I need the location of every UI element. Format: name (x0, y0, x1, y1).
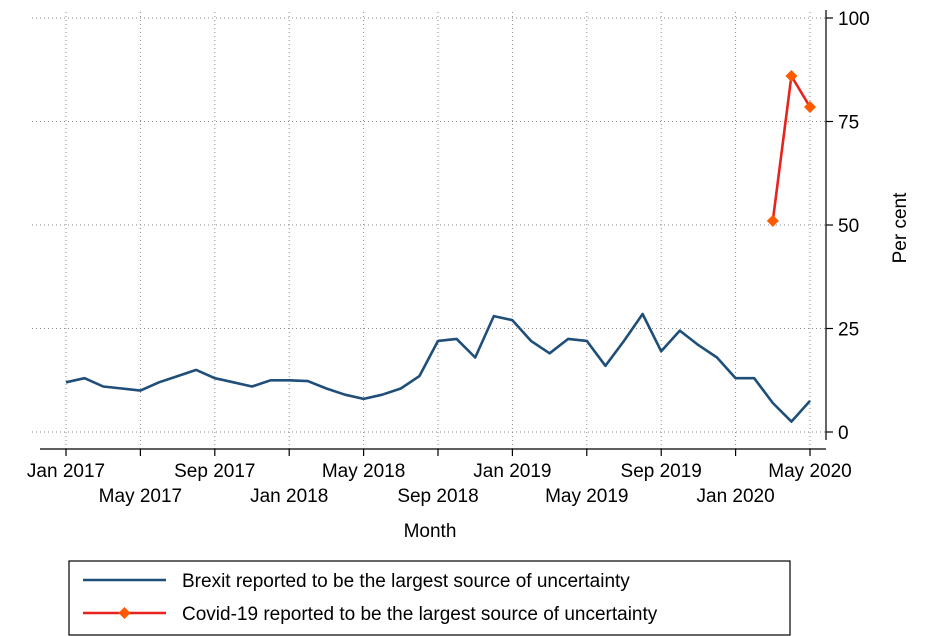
series-layer (65, 69, 816, 423)
x-tick-label: May 2019 (545, 486, 628, 507)
x-tick-label: May 2020 (768, 461, 851, 482)
x-tick-label: Sep 2018 (397, 486, 478, 507)
y-tick-label: 0 (838, 423, 849, 444)
x-tick-label: Jan 2017 (27, 461, 105, 482)
y-axis-title: Per cent (890, 192, 911, 263)
legend-item: Covid-19 reported to be the largest sour… (83, 604, 658, 625)
x-tick-label: Sep 2017 (174, 461, 255, 482)
legend-label: Covid-19 reported to be the largest sour… (182, 604, 658, 625)
data-point (804, 101, 816, 114)
legend-marker (118, 607, 131, 619)
x-axis-title: Month (404, 521, 457, 542)
legend-label: Brexit reported to be the largest source… (182, 571, 630, 592)
y-axis: 0 25 50 75 100 (825, 9, 870, 444)
x-tick-label: Jan 2019 (473, 461, 551, 482)
data-point (766, 214, 779, 227)
y-tick-label: 75 (838, 113, 859, 134)
y-tick-label: 50 (838, 216, 859, 237)
legend-item: Brexit reported to be the largest source… (83, 571, 630, 592)
x-tick-label: Jan 2018 (250, 486, 328, 507)
data-point (785, 69, 798, 82)
series-covid19 (766, 69, 816, 227)
y-tick-label: 25 (838, 320, 859, 341)
series-line (771, 74, 812, 222)
series-brexit (65, 312, 811, 423)
x-tick-label: May 2017 (99, 486, 182, 507)
x-tick-label: Sep 2019 (621, 461, 702, 482)
x-axis: Jan 2017 May 2017 Sep 2017 Jan 2018 May 2018… (27, 448, 852, 507)
legend: Brexit reported to be the largest source… (68, 560, 791, 636)
x-tick-label: Jan 2020 (697, 486, 775, 507)
grid (32, 12, 826, 449)
x-tick-label: May 2018 (322, 461, 405, 482)
legend-box (68, 560, 791, 636)
series-line (65, 312, 811, 423)
y-tick-label: 100 (838, 9, 870, 30)
